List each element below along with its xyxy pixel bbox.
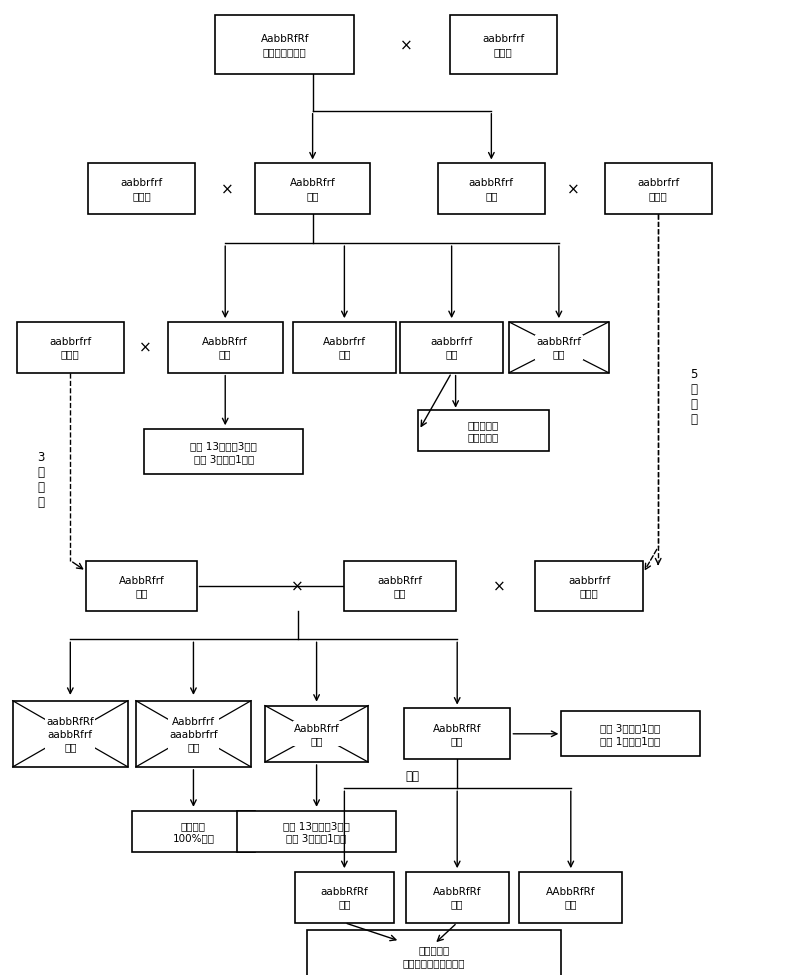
- Bar: [168, 323, 283, 374]
- Text: AabbRfrf
可育: AabbRfrf 可育: [294, 723, 339, 745]
- Bar: [400, 323, 503, 374]
- Bar: [438, 164, 545, 215]
- Text: aabbrfrf
临保系: aabbrfrf 临保系: [482, 34, 525, 57]
- Text: aabbRfrf
不育: aabbRfrf 不育: [536, 336, 582, 359]
- Text: AabbRfRf
可育: AabbRfRf 可育: [433, 886, 482, 909]
- Text: ×: ×: [400, 38, 413, 53]
- Bar: [519, 872, 622, 922]
- Text: AabbRfrf
可育: AabbRfrf 可育: [202, 336, 248, 359]
- Bar: [255, 164, 370, 215]
- Bar: [406, 872, 509, 922]
- Text: AabbRfRf
两型系中可育株: AabbRfRf 两型系中可育株: [261, 34, 309, 57]
- Text: 自交 13可育：3不育
测交 3可育：1不育: 自交 13可育：3不育 测交 3可育：1不育: [190, 441, 257, 464]
- Bar: [404, 709, 510, 759]
- Bar: [86, 561, 198, 611]
- Text: AabbRfrf
可育: AabbRfrf 可育: [290, 178, 335, 200]
- Text: aabbRfRf
aabbRfrf
不育: aabbRfRf aabbRfrf 不育: [46, 717, 94, 751]
- Text: aabbRfrf
不育: aabbRfrf 不育: [469, 178, 514, 200]
- Text: 3
代
回
交: 3 代 回 交: [38, 450, 45, 509]
- Text: aabbrfrf
临保系: aabbrfrf 临保系: [121, 178, 163, 200]
- Bar: [144, 429, 303, 474]
- Text: 自交: 自交: [405, 770, 419, 782]
- Bar: [215, 17, 354, 74]
- Text: 自交，测交
无育性分离: 自交，测交 无育性分离: [468, 420, 499, 442]
- Text: AabbRfrf
可育: AabbRfrf 可育: [119, 575, 165, 598]
- Bar: [237, 811, 396, 852]
- Text: 自交后代
100%可育: 自交后代 100%可育: [173, 821, 214, 842]
- Bar: [17, 323, 124, 374]
- Bar: [344, 561, 456, 611]
- Text: aabbrfrf
可育: aabbrfrf 可育: [430, 336, 473, 359]
- Text: Aabbrfrf
aaabbrfrf
可育: Aabbrfrf aaabbrfrf 可育: [169, 717, 218, 751]
- Text: AAbbRfRf
可育: AAbbRfRf 可育: [546, 886, 595, 909]
- Text: ×: ×: [222, 182, 234, 197]
- Bar: [294, 872, 394, 922]
- Bar: [307, 930, 562, 978]
- Text: 自交 13可育：3不育
测交 3可育：1不育: 自交 13可育：3不育 测交 3可育：1不育: [283, 821, 350, 842]
- Bar: [450, 17, 557, 74]
- Text: 自交 3可育：1不育
测交 1可育：1不育: 自交 3可育：1不育 测交 1可育：1不育: [600, 723, 661, 745]
- Bar: [13, 701, 128, 767]
- Bar: [418, 410, 549, 451]
- Text: Aabbrfrf
可育: Aabbrfrf 可育: [323, 336, 366, 359]
- Text: 5
代
回
交: 5 代 回 交: [690, 368, 698, 425]
- Bar: [510, 323, 609, 374]
- Text: aabbrfrf
临保系: aabbrfrf 临保系: [49, 336, 91, 359]
- Text: ×: ×: [139, 340, 152, 355]
- Text: ×: ×: [567, 182, 579, 197]
- Bar: [88, 164, 195, 215]
- Bar: [293, 323, 396, 374]
- Bar: [605, 164, 712, 215]
- Bar: [132, 811, 255, 852]
- Bar: [535, 561, 642, 611]
- Text: ×: ×: [493, 579, 506, 594]
- Bar: [561, 712, 700, 756]
- Text: 新的两型系
遗传背景与临保系一致: 新的两型系 遗传背景与临保系一致: [403, 945, 466, 967]
- Text: ×: ×: [291, 579, 304, 594]
- Text: aabbrfrf
临保系: aabbrfrf 临保系: [568, 575, 610, 598]
- Bar: [136, 701, 251, 767]
- Text: aabbRfRf
不育: aabbRfRf 不育: [321, 886, 368, 909]
- Bar: [265, 706, 368, 762]
- Text: aabbrfrf
临保系: aabbrfrf 临保系: [637, 178, 679, 200]
- Text: AabbRfRf
可育: AabbRfRf 可育: [433, 723, 482, 745]
- Text: aabbRfrf
不育: aabbRfrf 不育: [378, 575, 422, 598]
